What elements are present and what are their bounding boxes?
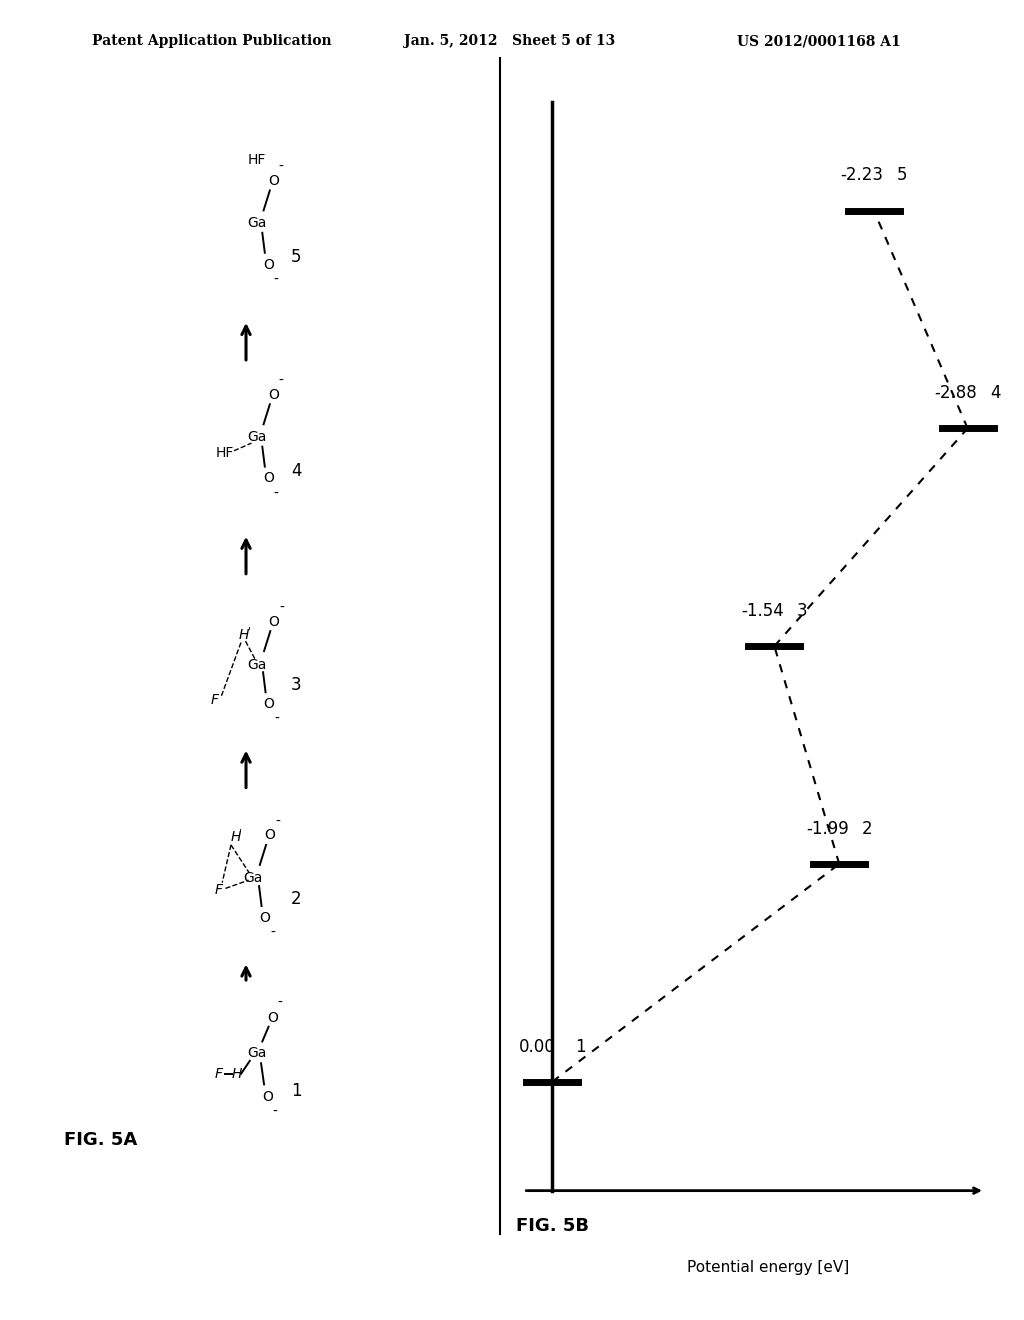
Text: H: H (239, 628, 249, 643)
Text: 1: 1 (574, 1038, 586, 1056)
Text: 5: 5 (897, 166, 907, 185)
Text: O: O (267, 1011, 278, 1024)
Text: 4: 4 (990, 384, 1000, 403)
Text: -: - (270, 927, 274, 940)
Text: O: O (263, 257, 274, 272)
Text: ': ' (248, 626, 251, 636)
Text: O: O (264, 829, 275, 842)
Text: HF: HF (215, 446, 233, 459)
Text: 3: 3 (797, 602, 808, 620)
Text: Potential energy [eV]: Potential energy [eV] (687, 1261, 850, 1275)
Text: -: - (274, 814, 280, 829)
Text: US 2012/0001168 A1: US 2012/0001168 A1 (737, 34, 901, 49)
Text: Ga: Ga (247, 430, 266, 445)
Text: Ga: Ga (247, 1047, 266, 1060)
Text: -1.54: -1.54 (741, 602, 784, 620)
Text: -2.23: -2.23 (841, 166, 884, 185)
Text: -: - (274, 713, 279, 726)
Text: O: O (259, 911, 270, 925)
Text: Ga: Ga (247, 216, 266, 231)
Text: Ga: Ga (244, 871, 263, 886)
Text: -: - (273, 487, 279, 500)
Text: -: - (272, 1105, 278, 1119)
Text: Jan. 5, 2012   Sheet 5 of 13: Jan. 5, 2012 Sheet 5 of 13 (404, 34, 615, 49)
Text: O: O (268, 174, 279, 187)
Text: -2.88: -2.88 (935, 384, 977, 403)
Text: H: H (230, 830, 241, 845)
Text: -: - (279, 374, 284, 388)
Text: -1.99: -1.99 (806, 820, 849, 838)
Text: HF: HF (248, 153, 266, 168)
Text: O: O (262, 1090, 272, 1105)
Text: FIG. 5A: FIG. 5A (63, 1131, 137, 1148)
Text: 2: 2 (862, 820, 872, 838)
Text: 1: 1 (291, 1082, 301, 1101)
Text: 0.00: 0.00 (519, 1038, 556, 1056)
Text: -: - (273, 273, 279, 286)
Text: FIG. 5B: FIG. 5B (516, 1217, 589, 1234)
Text: -: - (280, 601, 284, 615)
Text: 5: 5 (291, 248, 301, 267)
Text: Ga: Ga (248, 657, 267, 672)
Text: 3: 3 (291, 676, 301, 694)
Text: 4: 4 (291, 462, 301, 480)
Text: Patent Application Publication: Patent Application Publication (92, 34, 332, 49)
Text: F: F (211, 693, 219, 708)
Text: O: O (268, 615, 280, 628)
Text: O: O (263, 697, 274, 711)
Text: F: F (214, 883, 222, 898)
Text: -: - (279, 160, 284, 174)
Text: ': ' (239, 828, 242, 838)
Text: O: O (268, 388, 279, 401)
Text: 2: 2 (291, 890, 301, 908)
Text: H: H (231, 1067, 242, 1081)
Text: -: - (278, 997, 283, 1010)
Text: O: O (263, 471, 274, 486)
Text: F: F (214, 1067, 222, 1081)
